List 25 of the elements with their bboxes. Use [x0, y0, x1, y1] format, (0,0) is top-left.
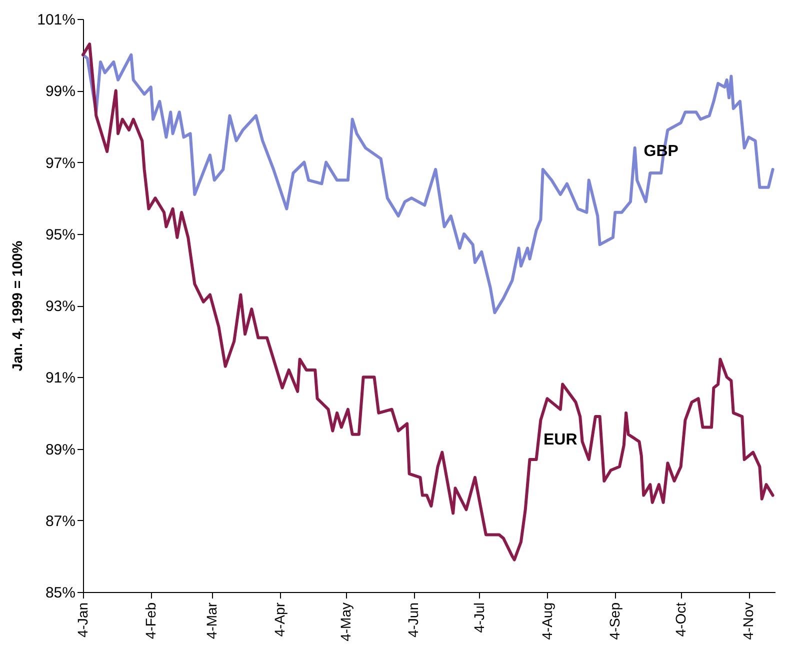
x-tick-label: 4-Nov: [740, 602, 756, 640]
y-tick-label: 93%: [45, 298, 76, 315]
x-tick-label: 4-Aug: [538, 602, 555, 640]
y-tick-label: 95%: [45, 226, 76, 244]
series-label: EUR: [544, 431, 578, 448]
y-tick-label: 91%: [45, 370, 76, 387]
x-tick-label: 4-Oct: [672, 602, 688, 637]
x-tick-label: 4-Jul: [470, 602, 487, 633]
series-label: GBP: [644, 142, 679, 160]
y-axis-title: Jan. 4, 1999 = 100%: [9, 240, 26, 372]
x-tick-label: 4-May: [337, 602, 354, 642]
y-tick-label: 101%: [37, 12, 76, 28]
x-tick-label: 4-Mar: [204, 602, 220, 640]
line-series: [82, 53, 774, 314]
y-tick-label: 87%: [45, 512, 76, 530]
y-tick-label: 85%: [45, 584, 76, 602]
x-tick-label: 4-Jun: [405, 602, 422, 638]
y-tick-label: 99%: [45, 83, 76, 100]
x-tick-label: 4-Sep: [606, 602, 623, 640]
y-tick-label: 89%: [45, 441, 76, 458]
y-tick-label: 97%: [45, 154, 76, 172]
x-tick-label: 4-Feb: [142, 602, 158, 640]
line-series: [82, 42, 774, 562]
x-tick-label: 4-Apr: [272, 602, 288, 637]
x-tick-label: 4-Jan: [74, 602, 90, 638]
